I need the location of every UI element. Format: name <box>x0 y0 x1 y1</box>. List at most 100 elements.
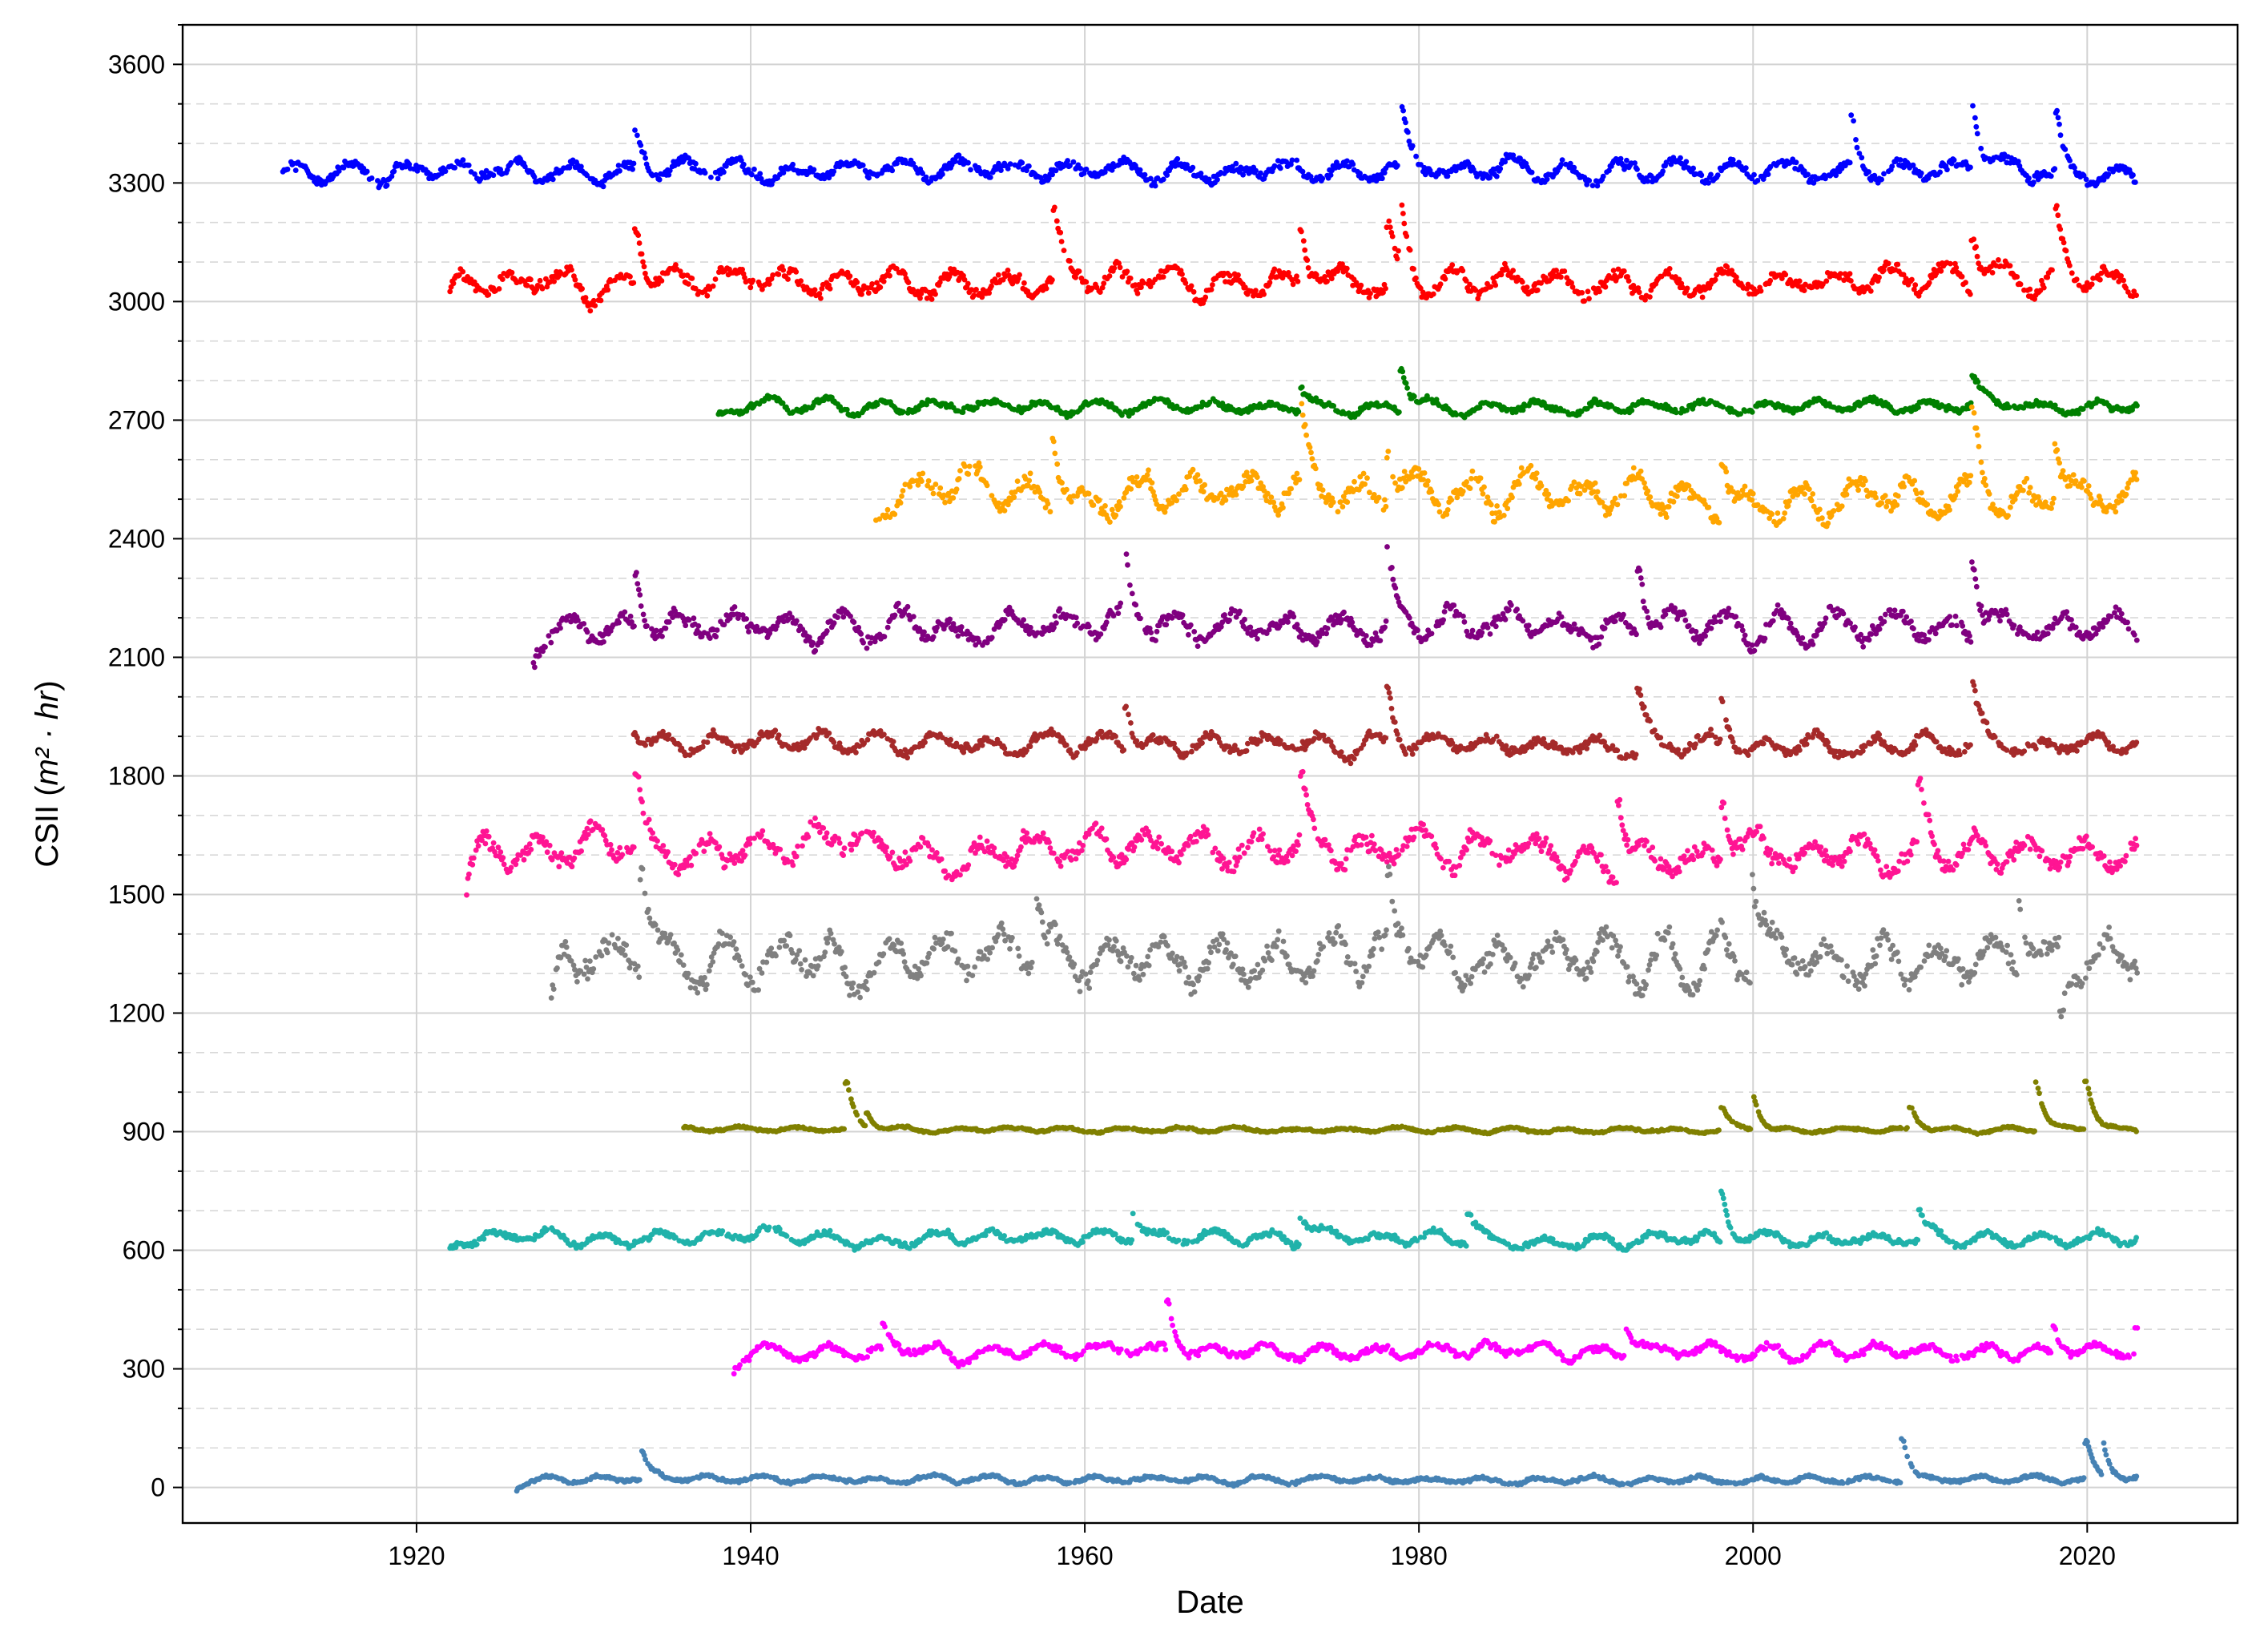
data-point <box>1290 281 1296 288</box>
data-point <box>1630 465 1637 471</box>
data-point <box>1313 272 1319 278</box>
data-point <box>1134 474 1140 480</box>
data-point <box>1113 512 1119 518</box>
data-point <box>1066 258 1073 264</box>
data-point <box>1716 520 1722 526</box>
data-point <box>1400 369 1406 375</box>
data-point <box>1510 152 1517 159</box>
data-point <box>1912 477 1918 484</box>
data-point <box>971 292 977 299</box>
data-point <box>759 286 765 292</box>
data-point <box>1019 159 1025 166</box>
data-point <box>630 166 635 172</box>
data-point <box>1005 268 1011 273</box>
data-point <box>642 618 647 623</box>
data-point <box>1967 291 1973 297</box>
data-point <box>496 286 502 292</box>
data-point <box>1706 504 1712 510</box>
data-point <box>536 653 542 659</box>
data-point <box>835 614 840 620</box>
data-point <box>1053 620 1059 626</box>
data-point <box>1684 285 1690 292</box>
data-point <box>1144 472 1150 478</box>
data-point <box>749 171 755 178</box>
data-point <box>1467 486 1473 491</box>
data-point <box>1493 282 1499 288</box>
data-point <box>1901 484 1908 490</box>
data-point <box>2057 226 2064 232</box>
data-point <box>2073 478 2079 484</box>
data-point <box>1894 502 1900 508</box>
data-point <box>1339 617 1344 623</box>
data-point <box>1510 268 1516 273</box>
data-point <box>1319 175 1326 182</box>
data-point <box>1594 489 1601 495</box>
data-point <box>590 297 597 304</box>
data-point <box>1594 183 1601 189</box>
data-point <box>1379 175 1385 182</box>
data-point <box>336 168 342 174</box>
data-point <box>1515 274 1521 280</box>
data-point <box>869 281 875 287</box>
data-point <box>1242 616 1247 623</box>
data-point <box>1953 264 1960 271</box>
data-point <box>1487 175 1493 181</box>
data-point <box>904 603 911 610</box>
data-point <box>1070 159 1077 165</box>
data-point <box>1468 476 1474 481</box>
data-point <box>653 171 659 178</box>
data-point <box>1101 280 1107 287</box>
data-point <box>1037 175 1044 181</box>
data-point <box>499 276 506 282</box>
data-point <box>1138 284 1144 290</box>
data-point <box>635 586 642 593</box>
data-point <box>1873 494 1879 501</box>
data-point <box>1612 495 1618 502</box>
data-point <box>2020 487 2026 494</box>
data-point <box>364 168 370 175</box>
data-point <box>1460 488 1466 494</box>
data-point <box>452 165 458 171</box>
data-point <box>587 308 594 314</box>
data-point <box>1154 628 1160 635</box>
data-point <box>986 290 992 296</box>
data-point <box>1983 482 1989 488</box>
data-point <box>1632 160 1638 166</box>
data-point <box>831 620 837 626</box>
data-point <box>2054 447 2061 453</box>
data-point <box>2133 477 2140 482</box>
data-point <box>1294 157 1300 163</box>
data-point <box>1848 278 1854 284</box>
data-point <box>1720 404 1726 410</box>
data-point <box>2134 402 2140 409</box>
data-point <box>1140 280 1146 286</box>
data-point <box>2089 281 2095 288</box>
data-point <box>1472 288 1479 293</box>
data-point <box>1854 482 1860 489</box>
data-point <box>860 639 866 646</box>
data-point <box>1295 278 1301 284</box>
data-point <box>1309 456 1315 461</box>
data-point <box>867 640 873 646</box>
data-point <box>1780 516 1787 522</box>
data-point <box>1810 491 1816 497</box>
data-point <box>1307 444 1313 450</box>
data-point <box>1295 409 1302 415</box>
data-point <box>1182 280 1189 286</box>
data-point <box>2052 166 2058 172</box>
data-point <box>1396 248 1401 254</box>
data-point <box>1970 103 1976 109</box>
data-point <box>1300 238 1307 244</box>
data-point <box>605 287 611 293</box>
data-point <box>1242 284 1248 291</box>
data-point <box>1645 488 1651 494</box>
data-point <box>1064 486 1070 493</box>
data-point <box>465 162 472 168</box>
data-point <box>1299 401 1305 407</box>
data-point <box>1045 501 1051 507</box>
data-point <box>887 272 892 279</box>
data-point <box>1294 470 1300 477</box>
data-point <box>966 463 973 469</box>
data-point <box>2097 276 2103 283</box>
data-point <box>1186 631 1191 638</box>
